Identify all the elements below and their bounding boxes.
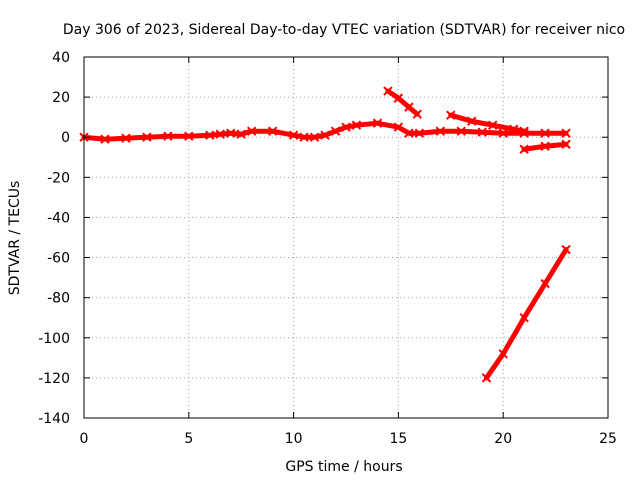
y-tick-label: -100 — [38, 331, 70, 347]
data-point — [481, 373, 492, 383]
data-point — [205, 130, 215, 140]
data-point — [561, 128, 571, 138]
x-tick-label: 20 — [494, 431, 512, 447]
data-point — [320, 130, 330, 140]
y-tick-label: -80 — [47, 291, 70, 307]
data-point — [404, 102, 414, 112]
data-point — [498, 349, 508, 359]
data-point — [236, 129, 246, 139]
data-point — [508, 124, 519, 134]
y-tick-label: -140 — [38, 411, 70, 427]
data-point — [215, 129, 225, 139]
data-point — [393, 93, 404, 103]
data-point — [288, 130, 299, 140]
data-point — [456, 126, 466, 136]
axis-ticks: 0 5 10 15 20 25 -140 -120 -100 -80 -60 -40 -20 0 20 40 — [38, 50, 617, 447]
data-point — [446, 110, 456, 120]
data-point — [100, 134, 110, 144]
plot-frame — [83, 56, 609, 419]
x-tick-label: 25 — [599, 431, 617, 447]
data-point — [414, 128, 425, 138]
data-point — [498, 128, 508, 138]
data-point — [351, 120, 362, 130]
data-point — [341, 122, 351, 132]
data-point — [519, 313, 529, 323]
data-point — [226, 128, 236, 138]
data-point — [383, 86, 393, 96]
data-point — [404, 128, 414, 138]
data-point — [540, 128, 550, 138]
series-track-c — [519, 139, 571, 154]
y-tick-label: -120 — [38, 371, 70, 387]
data-point — [330, 126, 341, 136]
chart-title: Day 306 of 2023, Sidereal Day-to-day VTE… — [63, 22, 625, 38]
data-points — [79, 86, 571, 383]
data-point — [393, 122, 404, 132]
y-tick-label: 20 — [52, 90, 70, 106]
data-point — [435, 126, 446, 136]
data-point — [519, 144, 529, 154]
data-point — [163, 131, 173, 141]
data-point — [309, 132, 320, 142]
x-axis-title: GPS time / hours — [285, 459, 402, 475]
x-tick-label: 5 — [184, 431, 193, 447]
series-track-a — [383, 86, 422, 119]
y-tick-label: 0 — [61, 130, 70, 146]
data-point — [246, 126, 257, 136]
y-tick-label: -40 — [47, 210, 70, 226]
y-tick-label: 40 — [52, 50, 70, 66]
data-point — [477, 127, 487, 137]
data-point — [121, 133, 131, 143]
data-point — [299, 132, 309, 142]
data-point — [467, 116, 477, 126]
x-tick-label: 15 — [389, 431, 407, 447]
data-point — [540, 278, 550, 289]
data-point — [142, 132, 152, 142]
data-point — [519, 126, 529, 136]
data-point — [488, 120, 498, 130]
series-track-main — [79, 118, 571, 144]
y-tick-label: -20 — [47, 170, 70, 186]
x-tick-label: 0 — [80, 431, 89, 447]
data-point — [412, 109, 422, 119]
data-point — [540, 141, 550, 151]
series-line — [81, 120, 569, 142]
data-point — [561, 244, 571, 255]
y-axis-title: SDTVAR / TECUs — [7, 181, 23, 296]
y-tick-label: -60 — [47, 251, 70, 267]
data-point — [184, 131, 194, 141]
series-track-b — [446, 110, 529, 136]
x-tick-label: 10 — [285, 431, 303, 447]
data-point — [561, 139, 571, 149]
data-point — [372, 118, 383, 128]
data-point — [267, 126, 278, 136]
series-track-d — [481, 244, 571, 383]
